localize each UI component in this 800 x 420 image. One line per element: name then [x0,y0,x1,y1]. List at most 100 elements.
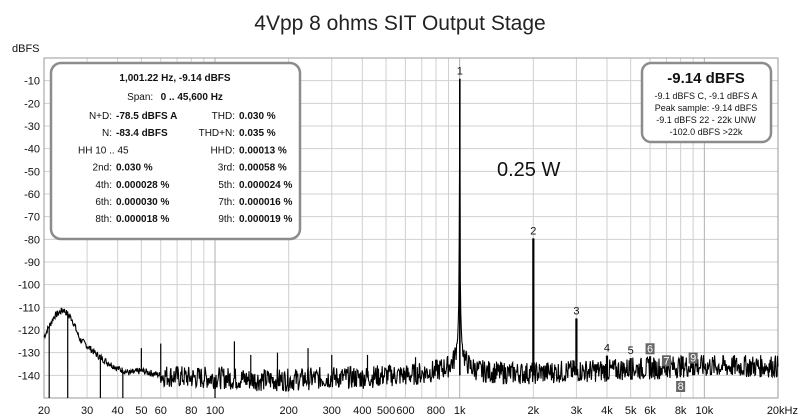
harmonic-label: 8 [678,381,684,393]
x-tick-label: 400 [353,405,371,417]
x-tick-label: 50 [135,405,147,417]
harmonic-badge [645,343,655,355]
y-tick-label: -80 [24,234,40,246]
info-box-title: 1,001.22 Hz, -9.14 dBFS [119,73,230,84]
x-tick-label: 30 [81,405,93,417]
x-tick-label: 10k [695,405,713,417]
x-tick-label: 40 [112,405,124,417]
level-line-2: Peak sample: -9.14 dBFS [655,103,758,113]
x-tick-label: 800 [427,405,445,417]
y-tick-label: -90 [24,257,40,269]
info-label: N: [102,128,112,139]
y-axis: -10 -20 -30 -40 -50 -60 -70 -80 -90 -100 -110 -120 -… [18,76,40,383]
info-label: HHD: [211,145,235,156]
info-value: 0.00058 % [239,163,287,174]
info-label: 2nd: [93,163,112,174]
x-tick-label: 60 [155,405,167,417]
info-label: THD+N: [199,128,235,139]
level-line-1: -9.1 dBFS C, -9.1 dBFS A [654,91,757,101]
info-value: 0.000028 % [116,180,169,191]
x-tick-label: 20 [38,405,50,417]
info-value: 0.00013 % [239,145,287,156]
info-label: THD: [212,111,235,122]
x-tick-label: 600 [396,405,414,417]
info-value: 0.000016 % [239,197,292,208]
harmonic-label: 5 [628,345,634,357]
x-tick-label: 1k [454,405,466,417]
y-tick-label: -60 [24,189,40,201]
level-line-4: -102.0 dBFS >22k [670,127,743,137]
info-label: 8th: [95,214,112,225]
harmonic-label: 6 [647,343,653,355]
info-value: 0.030 % [239,111,276,122]
y-axis-label: dBFS [12,43,40,55]
harmonic-label: 7 [663,355,669,367]
info-value: 0.000019 % [239,214,292,225]
x-tick-label: 5k [625,405,637,417]
x-tick-label: 3k [571,405,583,417]
x-tick-label: 200 [279,405,297,417]
info-label: 7th: [218,197,235,208]
x-axis: 20 30 40 50 60 80 100 200 300 400 500 600 800 1k 2k 3k 4… [38,405,798,417]
info-label: 4th: [95,180,112,191]
info-box-rows: N+D: -78.5 dBFS A THD: 0.030 % N: -83.4 dBFS T… [78,111,292,225]
x-tick-label: 20kHz [767,405,798,417]
chart-title: 4Vpp 8 ohms SIT Output Stage [254,12,545,35]
y-tick-label: -120 [18,325,40,337]
info-value: 0.000030 % [116,197,169,208]
info-value: 0.000018 % [116,214,169,225]
info-label: 6th: [95,197,112,208]
noise-floor-trace [43,107,779,392]
info-label: 3rd: [218,163,235,174]
x-tick-label: 500 [377,405,395,417]
x-tick-label: 8k [675,405,687,417]
x-tick-label: 2k [528,405,540,417]
plot-frame [43,57,779,399]
harmonic-badge [688,352,698,364]
info-box-frame [49,61,302,241]
harmonic-label: 9 [690,353,696,365]
x-tick-label: 100 [206,405,224,417]
x-tick-label: 300 [323,405,341,417]
harmonic-badge [676,381,686,392]
x-tick-label: 4k [601,405,613,417]
info-value: -83.4 dBFS [116,128,168,139]
harmonic-label: 3 [573,305,579,317]
level-readout-box: -9.14 dBFS -9.1 dBFS C, -9.1 dBFS A Peak… [640,61,773,144]
info-label: N+D: [89,111,112,122]
y-tick-label: -110 [19,302,40,314]
harmonic-badge [661,355,671,367]
x-tick-label: 6k [644,405,656,417]
y-tick-label: -100 [18,280,40,292]
info-value: 0.030 % [116,163,153,174]
level-line-3: -9.1 dBFS 22 - 22k UNW [656,115,756,125]
info-box-span: Span: 0 .. 45,600 Hz [127,87,223,104]
y-tick-label: -10 [24,76,40,88]
measurement-info-box: 1,001.22 Hz, -9.14 dBFS Span: 0 .. 45,60… [49,61,302,241]
y-tick-label: -30 [24,121,40,133]
spectrum-trace [43,107,779,398]
harmonic-label: 2 [530,225,536,237]
harmonic-label: 4 [604,343,610,355]
harmonic-label: 1 [457,66,463,78]
info-value: -78.5 dBFS A [116,111,177,122]
span-value: 0 .. 45,600 Hz [161,92,223,103]
info-label: 9th: [218,214,235,225]
level-readout: -9.14 dBFS [667,70,745,87]
span-label: Span: [127,92,153,103]
info-value: 0.000024 % [239,180,292,191]
level-box-frame [640,61,773,144]
x-tick-label: 80 [185,405,197,417]
info-label: HH 10 .. 45 [78,145,129,156]
info-label: 5th: [218,180,235,191]
y-tick-label: -20 [24,98,40,110]
y-tick-label: -70 [24,212,40,224]
harmonic-markers: 1 2 3 4 5 67 8 9 [457,66,698,393]
y-tick-label: -40 [24,144,40,156]
y-tick-label: -140 [18,370,40,382]
power-annotation: 0.25 W [497,159,560,181]
y-tick-label: -130 [18,348,40,360]
info-value: 0.035 % [239,128,276,139]
y-tick-label: -50 [24,166,40,178]
